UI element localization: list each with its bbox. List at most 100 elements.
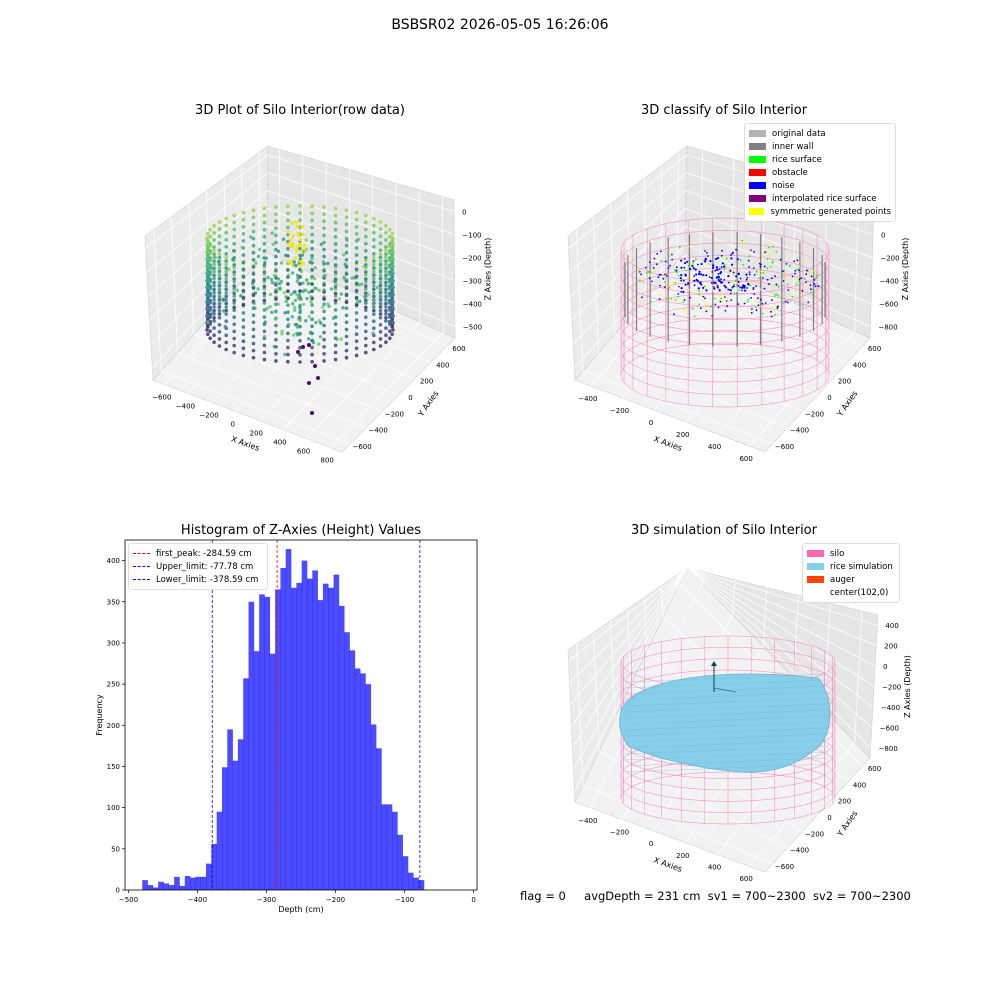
data-point (217, 227, 222, 231)
class-point (777, 305, 779, 308)
legend-item-auger: auger (807, 573, 895, 586)
data-point (298, 339, 302, 343)
data-point (289, 292, 293, 297)
data-point (212, 316, 216, 320)
z-tick-label: 0 (462, 209, 466, 217)
data-point (262, 284, 267, 289)
data-point (283, 352, 287, 357)
data-point (372, 347, 376, 352)
class-point (737, 280, 740, 284)
class-point (686, 260, 689, 263)
histogram-bar (333, 574, 340, 890)
class-point (775, 284, 778, 286)
data-point (299, 263, 303, 268)
data-point (322, 247, 326, 252)
class-point (724, 309, 727, 312)
grid-line (576, 644, 773, 865)
data-point (249, 235, 253, 239)
data-point (289, 237, 293, 242)
data-point (217, 266, 222, 271)
data-point (296, 333, 300, 337)
class-point (776, 307, 779, 309)
class-point (671, 253, 673, 256)
y-tick-label: 400 (853, 781, 866, 789)
data-point (310, 225, 314, 230)
class-point (724, 275, 727, 278)
data-point (390, 246, 395, 250)
histogram-bar (211, 843, 217, 890)
data-point (344, 306, 349, 311)
histogram-bar (354, 668, 361, 890)
class-point (758, 277, 760, 279)
data-point (274, 297, 278, 301)
data-point (224, 252, 228, 256)
data-point (208, 312, 212, 317)
class-point (746, 300, 749, 303)
class-point (712, 266, 715, 269)
y-tick-label: 300 (107, 639, 120, 647)
simulation-3d-plot: −400−20002004006006004002000−200−400−600… (567, 566, 912, 883)
class-point (749, 284, 752, 287)
data-point (212, 301, 216, 306)
data-point (364, 298, 368, 303)
data-point (344, 293, 349, 298)
data-point (251, 320, 256, 325)
class-point (710, 305, 712, 308)
histogram-bar (216, 811, 223, 890)
data-point (378, 227, 383, 231)
data-point (208, 270, 212, 275)
class-point (711, 264, 715, 267)
data-point (217, 344, 222, 348)
data-point (372, 276, 376, 281)
data-point (262, 301, 267, 305)
class-point (714, 269, 717, 272)
data-point (354, 325, 359, 329)
data-point (217, 276, 222, 281)
class-point (716, 286, 719, 289)
data-point (388, 227, 392, 232)
histogram-bar (232, 760, 239, 890)
data-point (205, 264, 209, 269)
data-point (384, 273, 388, 278)
data-point (276, 302, 280, 306)
class-point (737, 303, 740, 305)
class-point (694, 268, 697, 271)
data-point (308, 260, 312, 264)
data-point (372, 298, 376, 302)
z-tick-label: 400 (885, 622, 898, 630)
class-point (798, 265, 801, 268)
data-point (232, 305, 236, 310)
legend-swatch (807, 589, 824, 596)
grid-line (170, 216, 367, 428)
data-point (224, 294, 228, 299)
data-point (378, 266, 383, 271)
data-point (390, 316, 395, 321)
class-point (793, 260, 795, 263)
class-point (648, 277, 651, 280)
data-point (388, 305, 392, 310)
data-point (212, 238, 216, 242)
data-point (224, 266, 228, 270)
data-point (319, 242, 323, 246)
data-point (251, 286, 256, 290)
data-point (310, 310, 314, 315)
data-point (384, 245, 388, 249)
class-point (766, 267, 769, 270)
y-tick-label: 350 (107, 598, 120, 606)
data-point (286, 211, 290, 216)
histogram-bar (413, 877, 419, 890)
class-point (795, 283, 798, 285)
data-point (263, 260, 267, 265)
data-point (384, 255, 388, 260)
data-point (290, 315, 294, 319)
data-point (232, 263, 236, 267)
histogram-bar (152, 887, 159, 890)
data-point (390, 267, 395, 272)
class-point (805, 273, 808, 276)
class-point (702, 295, 705, 298)
data-point (205, 292, 209, 297)
class-point (771, 277, 773, 280)
legend-item-lower-limit: Lower_limit: -378.59 cm (133, 573, 263, 586)
data-point (363, 295, 367, 299)
data-point (354, 232, 359, 236)
